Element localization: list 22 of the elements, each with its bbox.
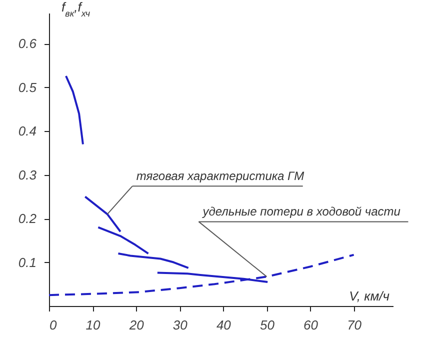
y-tick-label: 0.4 (18, 124, 36, 139)
y-tick-label: 0.3 (18, 167, 38, 182)
x-tick-label: 10 (86, 318, 102, 332)
y-tick-label: 0.2 (18, 211, 38, 226)
x-tick-label: 50 (260, 318, 276, 332)
x-tick-label: 20 (128, 318, 145, 332)
x-tick-label: 70 (347, 318, 362, 332)
x-tick-label: 60 (304, 318, 319, 332)
x-tick-label: 30 (172, 318, 188, 332)
x-tick-label: 40 (216, 318, 232, 332)
line-series (156, 272, 269, 283)
y-tick-label: 0.5 (18, 80, 38, 95)
y-tick-label: 0.1 (18, 254, 36, 270)
annotation: удельные потери в ходовой части (202, 204, 401, 219)
x-axis-title: V, км/ч (349, 288, 390, 304)
line-series (64, 74, 84, 146)
annotation: тяговая характеристика ГМ (136, 169, 304, 184)
line-series (97, 226, 150, 255)
y-axis-title: f$_{вк}$,f$_{хч}$ (62, 0, 90, 18)
x-tick-label: 0 (50, 318, 58, 332)
y-tick-label: 0.6 (18, 36, 38, 52)
line-series (117, 252, 190, 269)
